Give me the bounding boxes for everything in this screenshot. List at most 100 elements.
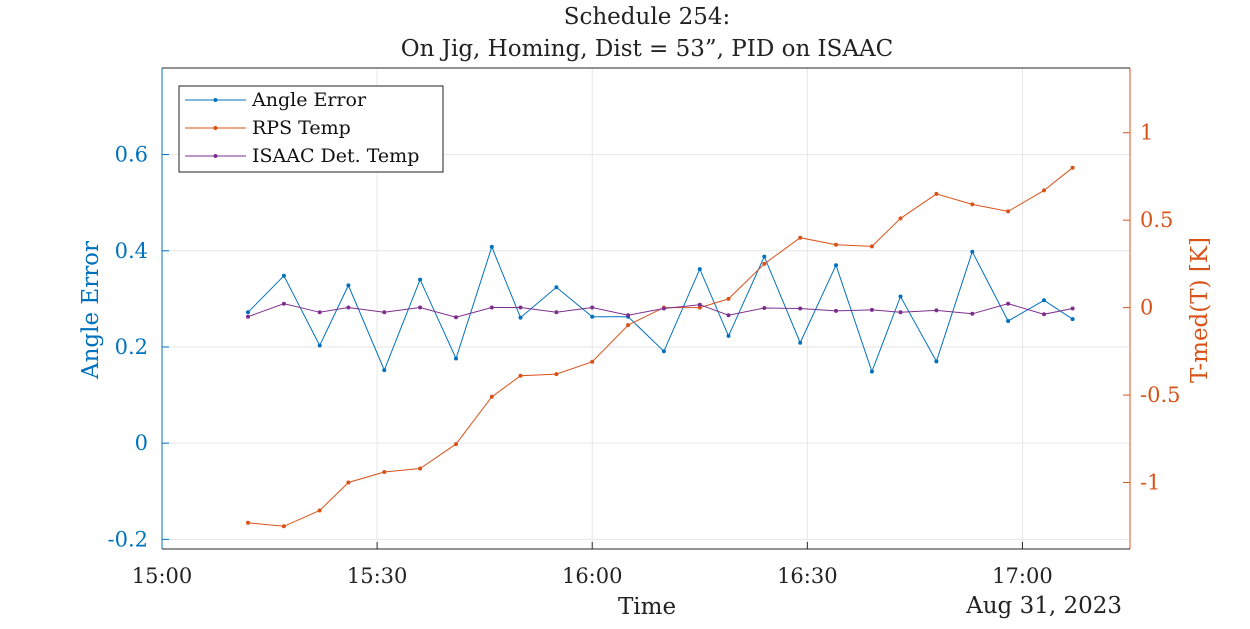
data-point-angle-error <box>454 356 458 361</box>
data-point-rps-temp <box>454 442 458 447</box>
data-point-angle-error <box>834 263 838 268</box>
y-right-tick-label: 0.5 <box>1140 208 1173 232</box>
data-point-isaac-det-temp <box>454 315 458 320</box>
data-point-angle-error <box>869 369 874 374</box>
data-point-isaac-det-temp <box>382 310 387 315</box>
data-point-angle-error <box>726 333 731 338</box>
y-left-tick-label: 0.4 <box>115 239 148 263</box>
chart-title-line-2: On Jig, Homing, Dist = 53”, PID on ISAAC <box>401 36 893 62</box>
data-point-angle-error <box>898 294 903 299</box>
data-point-isaac-det-temp <box>1070 306 1075 311</box>
data-point-rps-temp <box>697 305 702 310</box>
data-point-rps-temp <box>1070 165 1075 170</box>
legend-entry-isaac-det-temp: ISAAC Det. Temp <box>185 145 419 167</box>
legend-label-angle-error: Angle Error <box>251 89 367 111</box>
data-point-rps-temp <box>1006 209 1011 214</box>
x-tick-label: 17:00 <box>992 564 1053 588</box>
legend-label-isaac-det-temp: ISAAC Det. Temp <box>252 145 419 167</box>
data-point-isaac-det-temp <box>590 305 595 310</box>
data-point-angle-error <box>346 283 351 288</box>
data-point-isaac-det-temp <box>726 313 731 318</box>
x-tick-label: 16:30 <box>777 564 838 588</box>
data-point-isaac-det-temp <box>834 308 838 313</box>
y-right-tick-label: -1 <box>1140 471 1160 495</box>
data-point-rps-temp <box>970 202 975 207</box>
legend-label-rps-temp: RPS Temp <box>252 117 351 139</box>
x-axis-label: Time <box>618 594 676 620</box>
data-point-angle-error <box>661 349 666 354</box>
data-point-angle-error <box>317 343 322 348</box>
data-point-isaac-det-temp <box>970 311 975 316</box>
x-tick-label: 15:30 <box>347 564 408 588</box>
data-point-rps-temp <box>726 296 731 301</box>
data-point-angle-error <box>590 314 595 319</box>
data-point-angle-error <box>1006 319 1011 323</box>
data-point-isaac-det-temp <box>869 307 874 312</box>
y-left-tick-label: -0.2 <box>108 527 149 551</box>
data-point-angle-error <box>762 254 767 259</box>
legend-marker-isaac-det-temp <box>213 154 218 158</box>
y-axis-right-label: T-med(T) [K] <box>1187 237 1213 383</box>
data-point-rps-temp <box>898 216 903 221</box>
data-point-angle-error <box>489 244 494 249</box>
y-right-tick-label: 0 <box>1140 296 1153 320</box>
axes <box>161 67 1131 550</box>
data-point-isaac-det-temp <box>246 314 250 319</box>
chart-title-line-1: Schedule 254: <box>564 4 731 30</box>
data-point-rps-temp <box>281 524 286 529</box>
data-point-angle-error <box>934 359 939 364</box>
y-left-tick-label: 0 <box>135 431 148 455</box>
data-point-angle-error <box>970 249 975 254</box>
data-point-rps-temp <box>869 244 874 249</box>
data-point-rps-temp <box>489 394 494 399</box>
data-point-rps-temp <box>798 235 803 240</box>
data-point-isaac-det-temp <box>418 305 423 310</box>
data-point-rps-temp <box>762 261 767 266</box>
data-point-rps-temp <box>626 323 631 328</box>
data-point-rps-temp <box>518 373 523 378</box>
data-point-angle-error <box>418 277 423 282</box>
data-point-rps-temp <box>317 508 322 513</box>
data-point-angle-error <box>798 340 803 345</box>
data-point-angle-error <box>518 315 523 320</box>
data-point-isaac-det-temp <box>1006 301 1011 306</box>
data-point-isaac-det-temp <box>697 302 702 307</box>
series-group <box>246 165 1075 529</box>
data-point-rps-temp <box>1042 188 1046 193</box>
data-point-rps-temp <box>834 242 838 247</box>
data-point-isaac-det-temp <box>798 306 803 311</box>
data-point-angle-error <box>382 368 387 373</box>
data-point-isaac-det-temp <box>554 310 559 315</box>
legend-entry-rps-temp: RPS Temp <box>185 117 351 139</box>
y-left-tick-label: 0.6 <box>115 143 148 167</box>
y-left-tick-label: 0.2 <box>115 335 148 359</box>
data-point-rps-temp <box>590 359 595 364</box>
data-point-isaac-det-temp <box>317 310 322 315</box>
data-point-angle-error <box>1042 298 1046 303</box>
series-angle-error <box>246 244 1075 374</box>
data-point-angle-error <box>554 285 559 290</box>
legend: Angle Error RPS Temp ISAAC Det. Temp <box>178 85 444 173</box>
data-point-isaac-det-temp <box>898 310 903 315</box>
y-right-tick-label: 1 <box>1140 121 1153 145</box>
data-point-rps-temp <box>934 191 939 196</box>
legend-marker-angle-error <box>213 98 218 102</box>
data-point-isaac-det-temp <box>281 301 286 306</box>
data-point-isaac-det-temp <box>518 305 523 310</box>
legend-marker-rps-temp <box>213 126 218 130</box>
tick-labels: 15:00 15:30 16:00 16:30 17:00 -0.2 0 0.2 0.4 0.6 -… <box>108 121 1181 588</box>
data-point-angle-error <box>1070 317 1075 322</box>
x-tick-label: 16:00 <box>562 564 623 588</box>
data-point-isaac-det-temp <box>1042 312 1046 317</box>
y-axis-left-label: Angle Error <box>78 241 104 380</box>
data-point-angle-error <box>246 310 250 315</box>
data-point-isaac-det-temp <box>762 306 767 310</box>
data-point-angle-error <box>697 267 702 272</box>
data-point-isaac-det-temp <box>626 313 631 318</box>
date-label: Aug 31, 2023 <box>965 593 1122 619</box>
data-point-isaac-det-temp <box>661 306 666 311</box>
data-point-rps-temp <box>246 520 250 525</box>
data-point-rps-temp <box>346 480 351 485</box>
data-point-rps-temp <box>382 470 387 474</box>
